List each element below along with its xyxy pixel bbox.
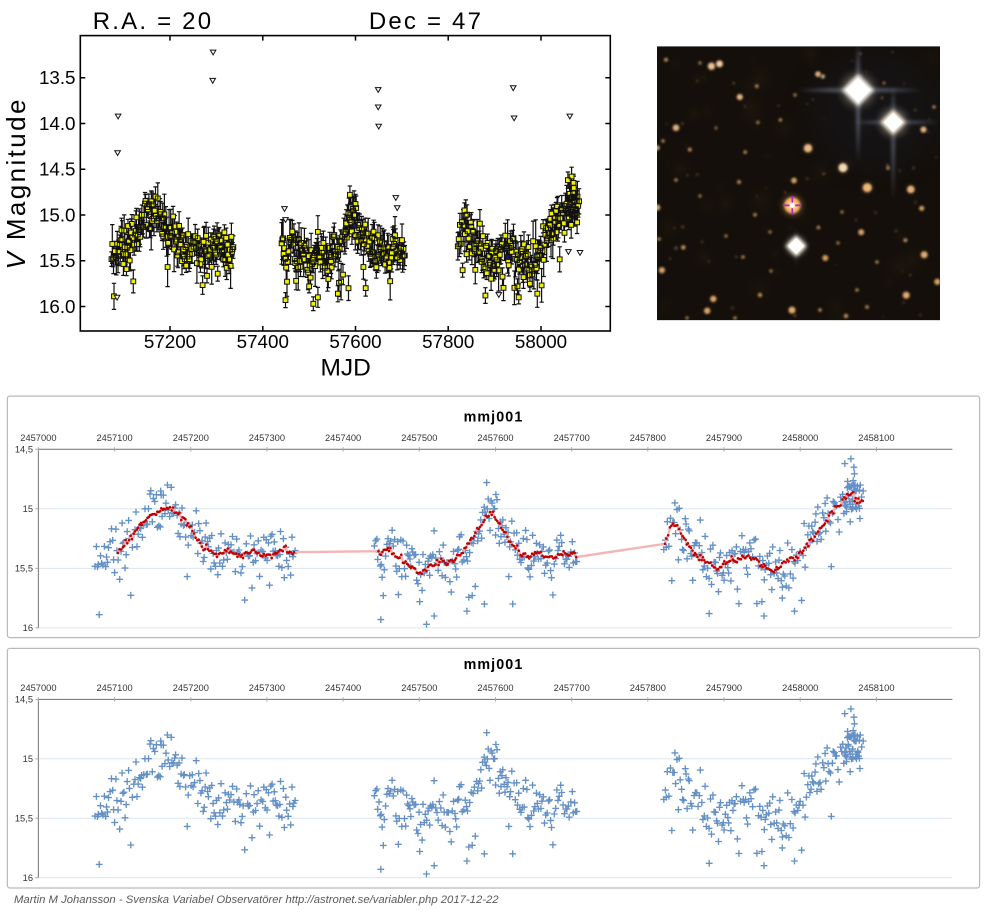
svg-text:2457900: 2457900 [706,683,742,693]
svg-text:14.0: 14.0 [39,113,76,134]
svg-text:14,5: 14,5 [15,445,33,455]
svg-text:58000: 58000 [515,331,567,352]
svg-text:15.0: 15.0 [39,204,76,225]
svg-text:2458100: 2458100 [858,433,894,443]
svg-text:MJD: MJD [321,355,371,382]
svg-text:R.A. = 20: R.A. = 20 [93,8,214,35]
svg-text:57200: 57200 [144,331,196,352]
svg-text:15: 15 [23,754,33,764]
svg-text:13.5: 13.5 [39,67,76,88]
svg-text:2457000: 2457000 [20,683,56,693]
svg-text:16: 16 [23,623,33,633]
svg-text:2457300: 2457300 [249,433,285,443]
svg-text:16: 16 [23,873,33,883]
svg-text:2458000: 2458000 [782,433,818,443]
svg-text:57600: 57600 [329,331,381,352]
svg-text:2457500: 2457500 [401,433,437,443]
svg-text:2457400: 2457400 [325,433,361,443]
svg-text:2457600: 2457600 [477,433,513,443]
svg-text:2457100: 2457100 [96,433,132,443]
svg-text:2457800: 2457800 [630,683,666,693]
svg-text:15.5: 15.5 [39,250,76,271]
svg-text:15,5: 15,5 [15,564,33,574]
svg-text:15: 15 [23,504,33,514]
svg-text:2457100: 2457100 [96,683,132,693]
svg-text:mmj001: mmj001 [464,657,524,673]
svg-text:Martin M Johansson - Svenska V: Martin M Johansson - Svenska Variabel Ob… [14,894,499,906]
svg-text:57400: 57400 [237,331,289,352]
svg-text:2457200: 2457200 [173,683,209,693]
svg-text:2457500: 2457500 [401,683,437,693]
svg-text:14,5: 14,5 [15,695,33,705]
svg-text:15,5: 15,5 [15,814,33,824]
svg-text:2458000: 2458000 [782,683,818,693]
svg-text:V Magnitude: V Magnitude [1,97,31,269]
svg-text:2457000: 2457000 [20,433,56,443]
svg-text:2457200: 2457200 [173,433,209,443]
svg-text:2457300: 2457300 [249,683,285,693]
svg-text:2457600: 2457600 [477,683,513,693]
svg-text:2457900: 2457900 [706,433,742,443]
svg-text:2458100: 2458100 [858,683,894,693]
svg-text:2457800: 2457800 [630,433,666,443]
svg-text:mmj001: mmj001 [464,410,524,426]
svg-text:57800: 57800 [422,331,474,352]
svg-text:2457700: 2457700 [554,683,590,693]
svg-text:2457400: 2457400 [325,683,361,693]
svg-text:16.0: 16.0 [39,296,76,317]
svg-text:2457700: 2457700 [554,433,590,443]
svg-text:14.5: 14.5 [39,159,76,180]
svg-text:Dec = 47: Dec = 47 [369,8,483,35]
